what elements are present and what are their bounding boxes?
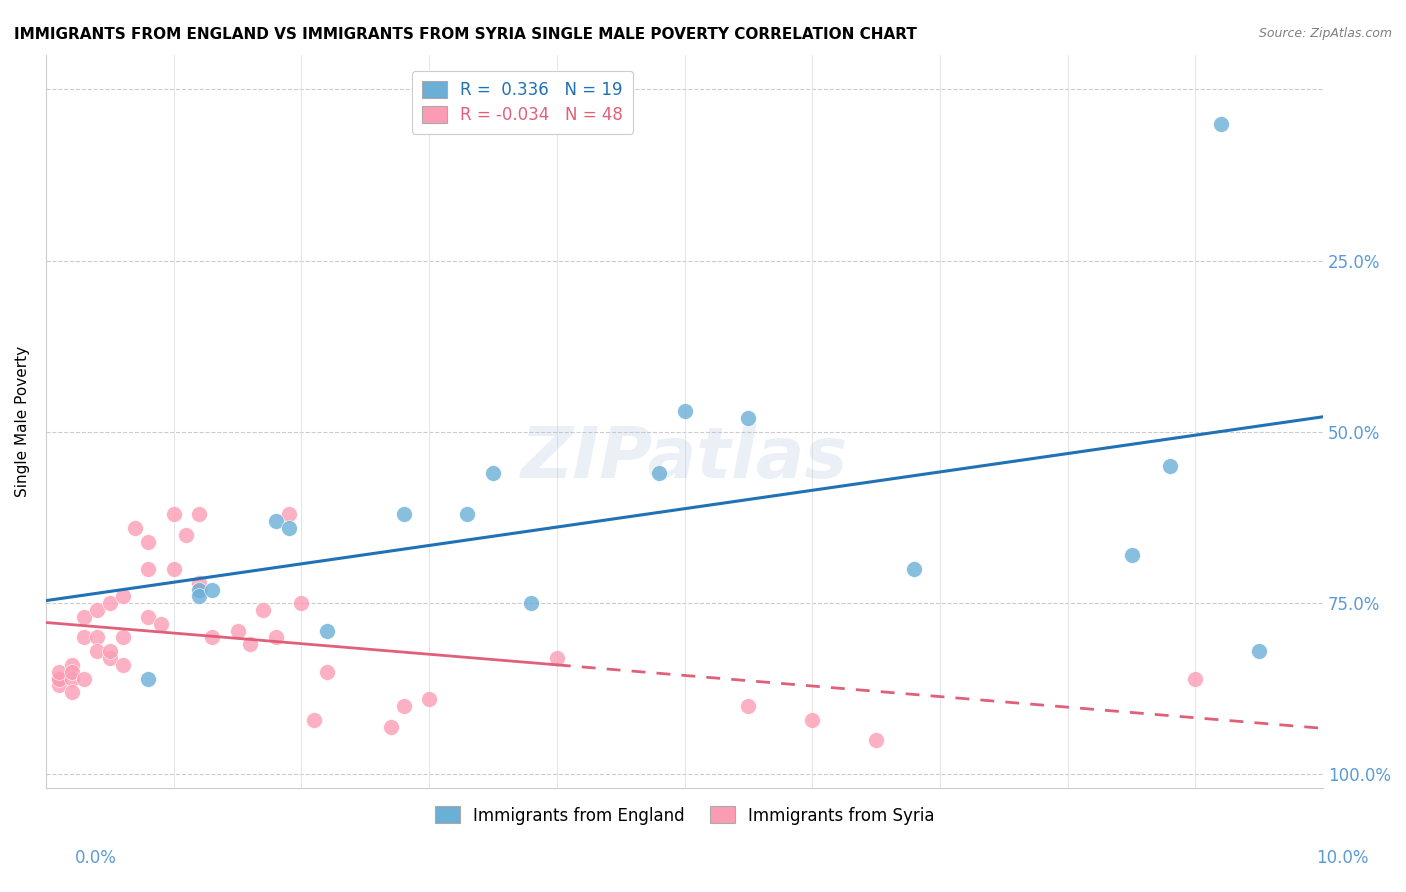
Point (60, 685, 83, 699)
Point (1121, 548, 1143, 562)
Y-axis label: Single Male Poverty: Single Male Poverty (15, 346, 30, 497)
Point (418, 692, 440, 706)
Point (149, 616, 172, 631)
Point (73, 631, 96, 645)
Point (48, 672, 70, 686)
Text: ZIPatlas: ZIPatlas (520, 424, 848, 492)
Point (98, 644, 121, 658)
Point (302, 713, 325, 727)
Point (188, 582, 211, 597)
Point (239, 637, 262, 651)
Point (1159, 459, 1181, 474)
Point (48, 672, 70, 686)
Point (648, 466, 671, 480)
Point (136, 610, 159, 624)
Point (290, 596, 312, 610)
Point (865, 733, 887, 747)
Point (520, 596, 543, 610)
Point (801, 713, 824, 727)
Point (392, 698, 415, 713)
Point (1209, 117, 1232, 131)
Point (86, 631, 108, 645)
Point (264, 631, 287, 645)
Point (124, 521, 146, 535)
Point (188, 590, 211, 604)
Point (201, 631, 224, 645)
Point (456, 507, 478, 521)
Text: 10.0%: 10.0% (1316, 849, 1369, 867)
Point (226, 624, 249, 638)
Point (1249, 644, 1271, 658)
Point (316, 624, 339, 638)
Point (111, 631, 134, 645)
Point (546, 651, 568, 665)
Point (903, 562, 925, 576)
Point (48, 665, 70, 679)
Point (48, 678, 70, 692)
Point (264, 514, 287, 528)
Text: Source: ZipAtlas.com: Source: ZipAtlas.com (1258, 27, 1392, 40)
Text: 0.0%: 0.0% (75, 849, 117, 867)
Point (163, 507, 186, 521)
Point (737, 698, 759, 713)
Point (48, 672, 70, 686)
Point (60, 672, 83, 686)
Point (277, 521, 299, 535)
Point (73, 672, 96, 686)
Point (737, 411, 759, 425)
Point (86, 644, 108, 658)
Point (60, 657, 83, 672)
Point (1184, 672, 1206, 686)
Point (392, 507, 415, 521)
Point (188, 507, 211, 521)
Text: IMMIGRANTS FROM ENGLAND VS IMMIGRANTS FROM SYRIA SINGLE MALE POVERTY CORRELATION: IMMIGRANTS FROM ENGLAND VS IMMIGRANTS FR… (14, 27, 917, 42)
Point (111, 657, 134, 672)
Point (86, 603, 108, 617)
Point (136, 562, 159, 576)
Point (136, 534, 159, 549)
Point (163, 562, 186, 576)
Point (176, 527, 198, 541)
Point (188, 575, 211, 590)
Point (673, 404, 696, 418)
Point (380, 720, 402, 734)
Point (316, 665, 339, 679)
Point (201, 582, 224, 597)
Point (136, 672, 159, 686)
Legend: Immigrants from England, Immigrants from Syria: Immigrants from England, Immigrants from… (427, 799, 941, 831)
Point (482, 466, 505, 480)
Point (277, 507, 299, 521)
Point (252, 603, 274, 617)
Point (60, 665, 83, 679)
Point (98, 651, 121, 665)
Point (73, 610, 96, 624)
Point (111, 590, 134, 604)
Point (98, 596, 121, 610)
